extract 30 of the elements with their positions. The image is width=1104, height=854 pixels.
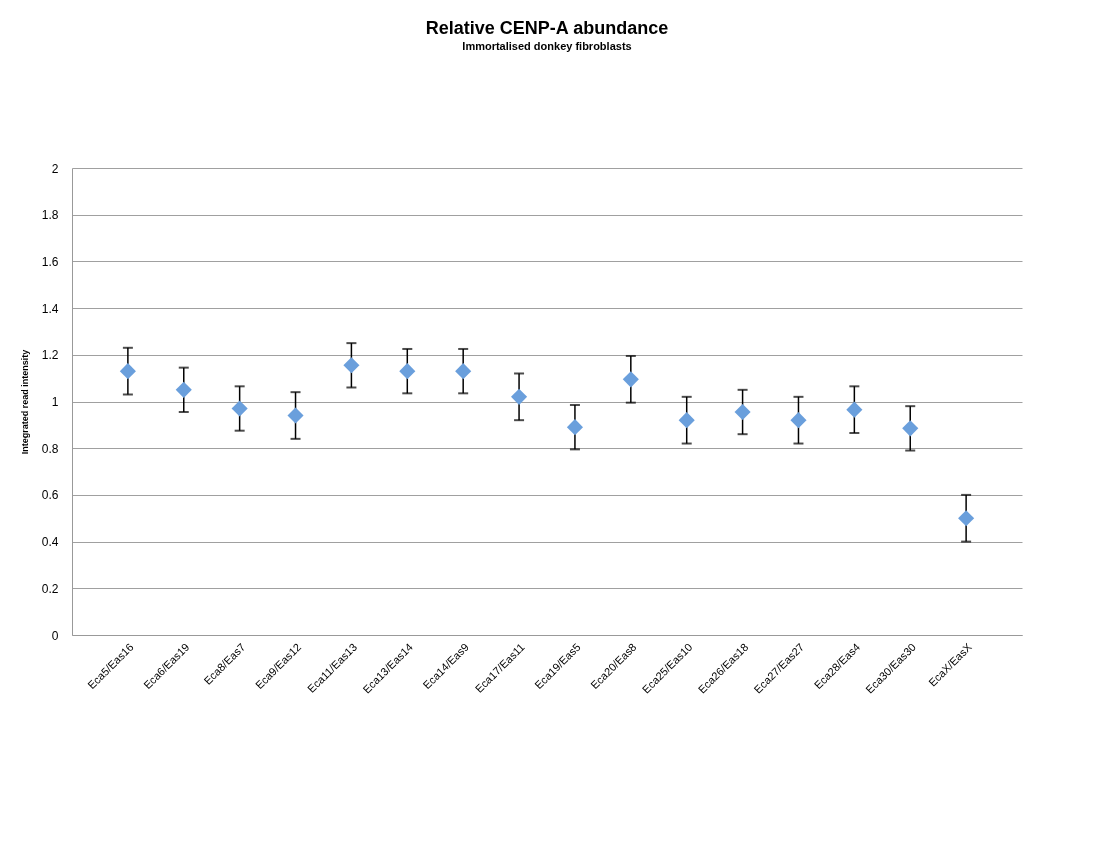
point	[622, 371, 639, 388]
y-tick-label: 1.4	[41, 301, 59, 316]
chart-subtitle: Immortalised donkey fibroblasts	[462, 40, 632, 52]
y-tick-label: 2	[51, 161, 59, 176]
point	[958, 510, 975, 527]
point	[175, 381, 192, 398]
y-tick-label: 1.2	[41, 348, 59, 363]
point	[790, 412, 807, 429]
y-tick-label: 0.6	[41, 488, 59, 503]
point	[902, 420, 919, 437]
y-axis-title: Integrated read intensity	[19, 349, 30, 455]
y-tick-label: 0	[51, 628, 59, 643]
point	[678, 412, 695, 429]
point	[455, 363, 472, 380]
point	[231, 400, 248, 417]
y-tick-label: 1.8	[41, 208, 59, 223]
point	[511, 388, 528, 405]
point	[846, 401, 863, 418]
point	[287, 407, 304, 424]
point	[119, 363, 136, 380]
point	[343, 357, 360, 374]
y-tick-label: 0.2	[41, 581, 59, 596]
point	[734, 403, 751, 421]
chart-title: Relative CENP-A abundance	[425, 18, 669, 38]
y-tick-label: 1.6	[41, 254, 59, 269]
y-tick-label: 0.4	[41, 535, 59, 550]
point	[399, 363, 416, 380]
y-tick-label: 0.8	[41, 441, 59, 456]
point	[566, 419, 583, 436]
y-tick-label: 1	[51, 395, 59, 409]
